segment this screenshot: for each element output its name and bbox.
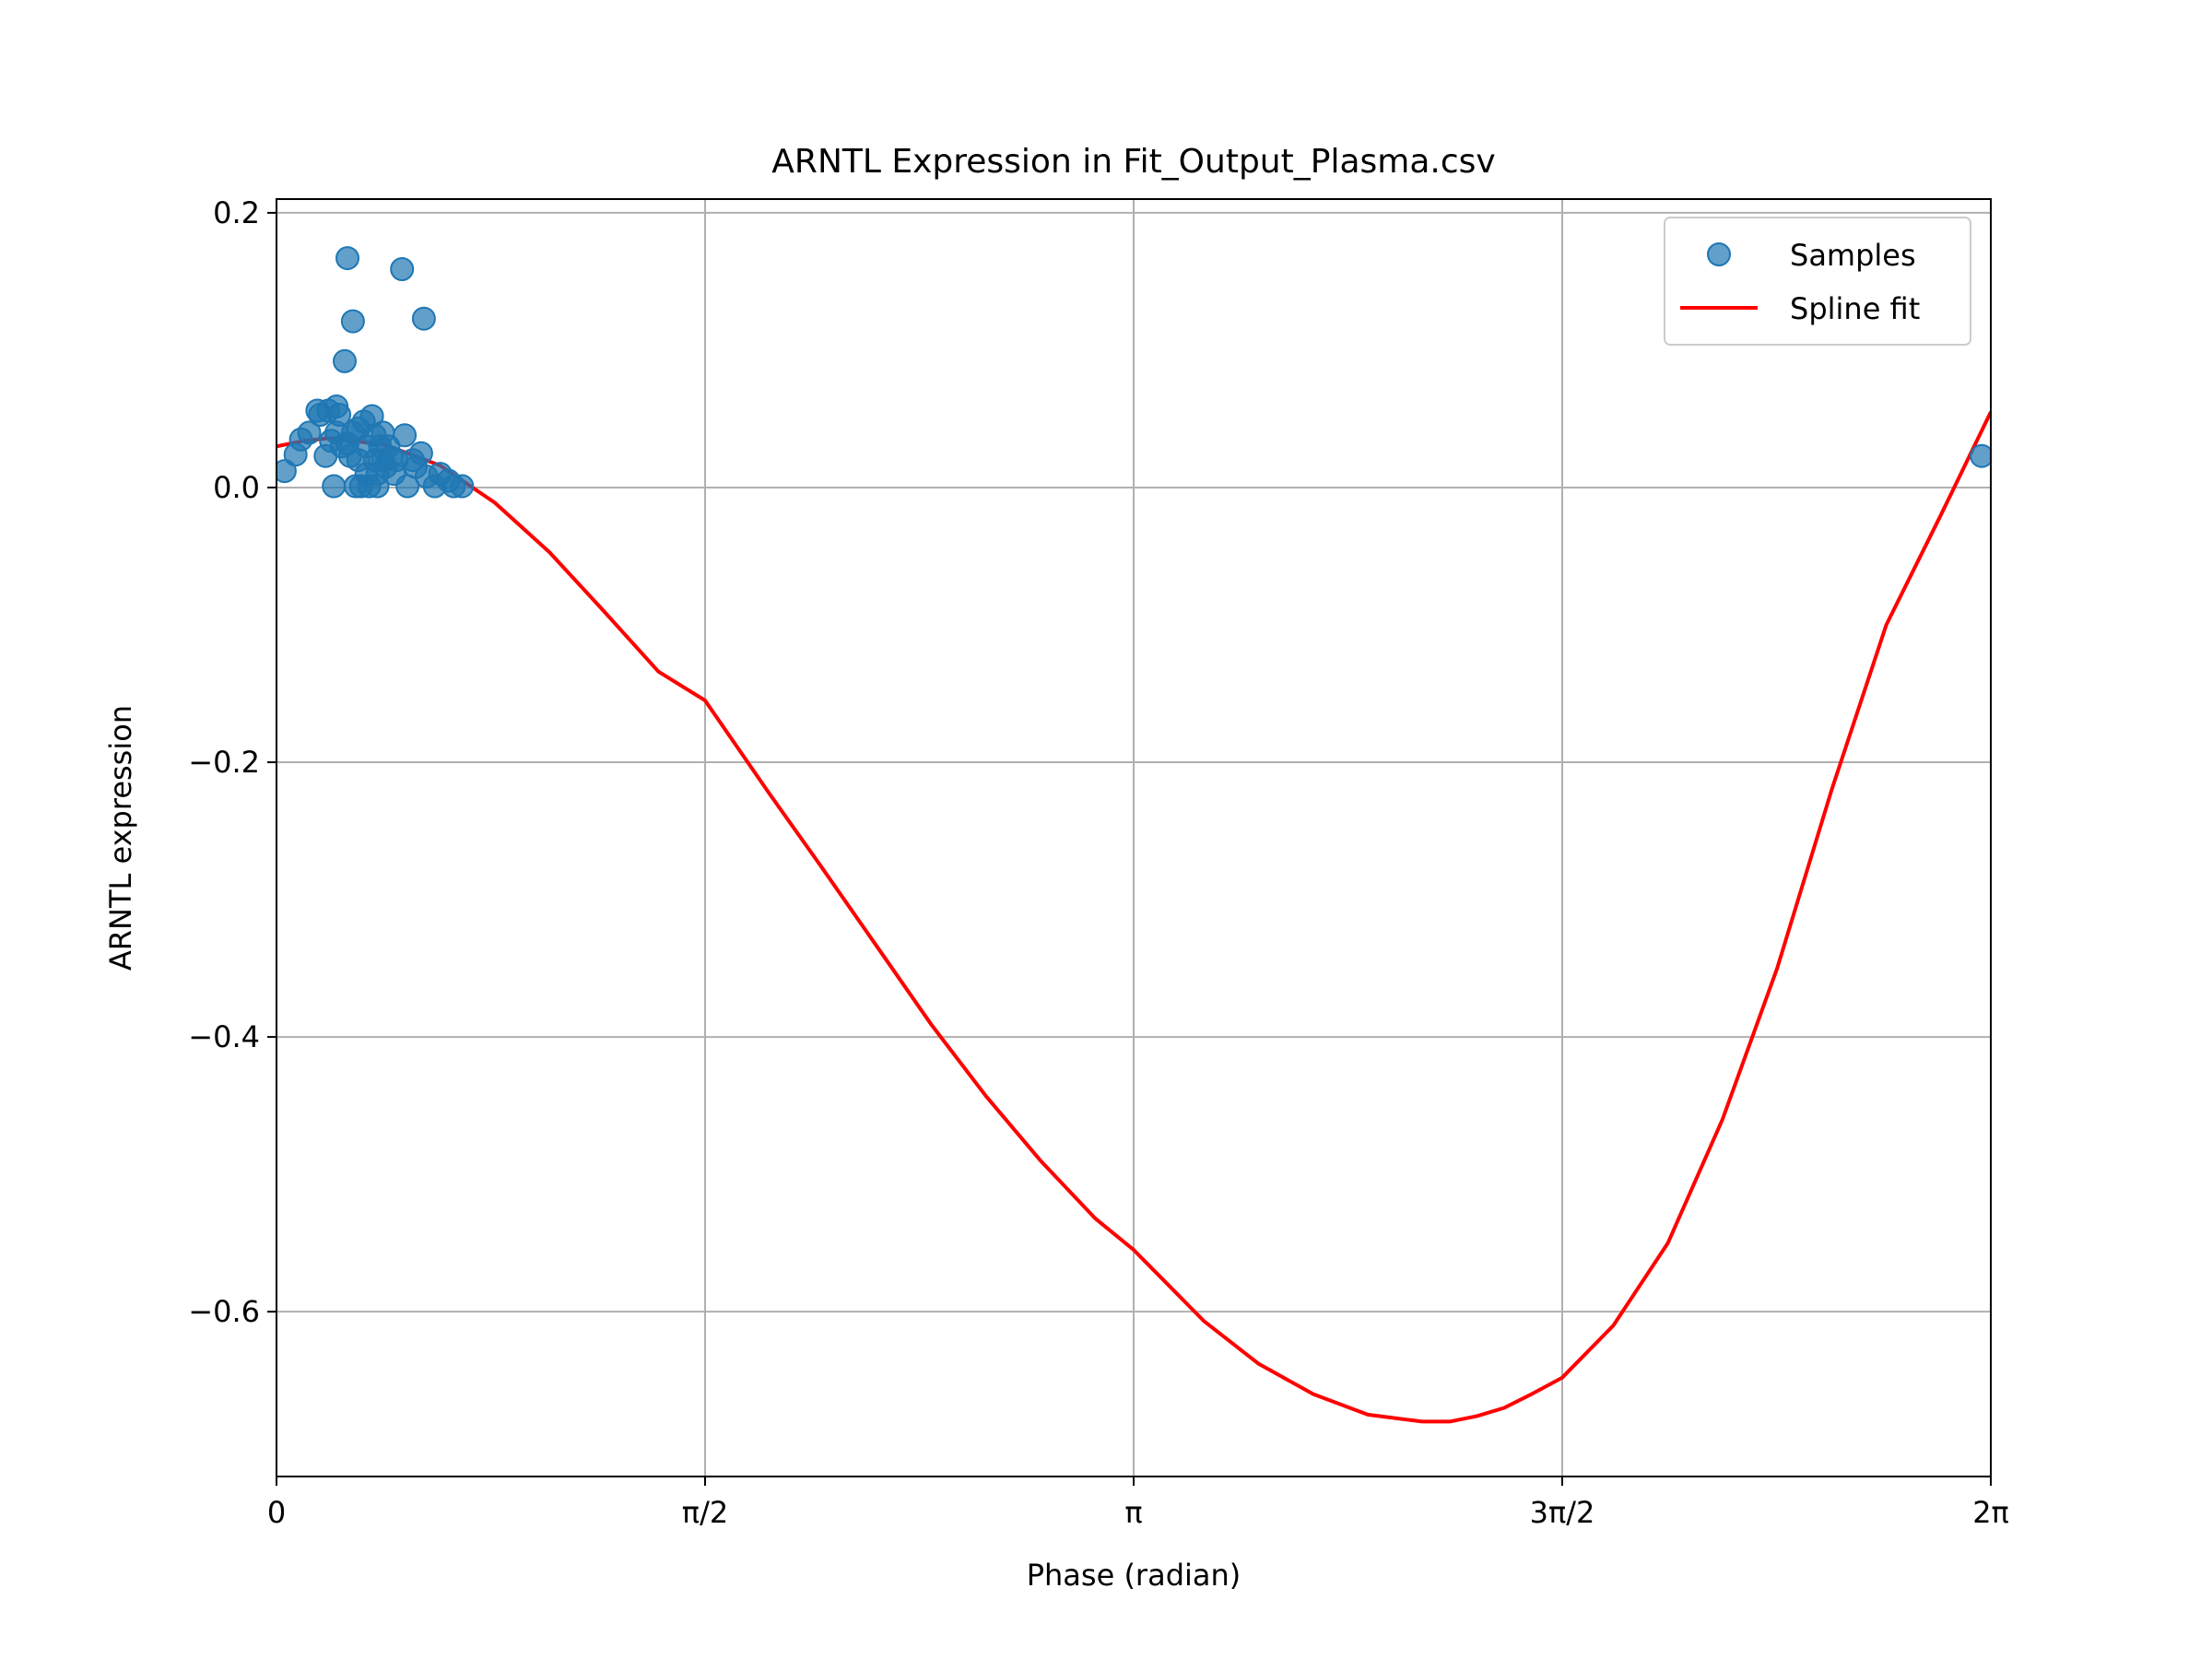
sample-point (1970, 443, 1991, 468)
sample-point (411, 306, 436, 331)
sample-point (340, 309, 365, 334)
sample-point (333, 348, 357, 373)
x-axis-label: Phase (radian) (1027, 1558, 1241, 1593)
sample-point (327, 403, 352, 427)
legend-box (1664, 217, 1971, 346)
sample-point (393, 423, 418, 448)
y-tick-label: −0.2 (188, 745, 260, 780)
legend: Samples Spline fit (1664, 217, 1971, 346)
x-tick-label: 0 (267, 1495, 286, 1530)
legend-samples-marker (1707, 242, 1731, 266)
sample-point (322, 474, 347, 499)
y-tick-label: 0.2 (213, 195, 260, 230)
y-axis-ticks: 0.2 0.0 −0.2 −0.4 −0.6 (188, 195, 276, 1329)
y-tick-label: 0.0 (213, 470, 260, 505)
legend-samples-label: Samples (1790, 238, 1916, 273)
sample-point (450, 474, 475, 499)
sample-point (408, 441, 433, 465)
spline-fit-layer (276, 411, 1991, 1424)
samples-layer (276, 246, 1991, 499)
x-axis-ticks: 0 π/2 π 3π/2 2π (267, 1477, 2009, 1530)
x-tick-label: π/2 (682, 1495, 728, 1530)
x-tick-label: π (1124, 1495, 1142, 1530)
x-tick-label: 3π/2 (1530, 1495, 1595, 1530)
y-axis-label: ARNTL expression (103, 705, 138, 971)
sample-point (390, 257, 415, 281)
legend-spline-label: Spline fit (1790, 291, 1920, 326)
x-tick-label: 2π (1972, 1495, 2009, 1530)
sample-point (297, 420, 322, 445)
y-tick-label: −0.4 (188, 1019, 260, 1054)
y-tick-label: −0.6 (188, 1294, 260, 1329)
spline-fit-line (276, 411, 1991, 1424)
sample-point (335, 246, 359, 271)
chart-title: ARNTL Expression in Fit_Output_Plasma.cs… (771, 143, 1495, 181)
